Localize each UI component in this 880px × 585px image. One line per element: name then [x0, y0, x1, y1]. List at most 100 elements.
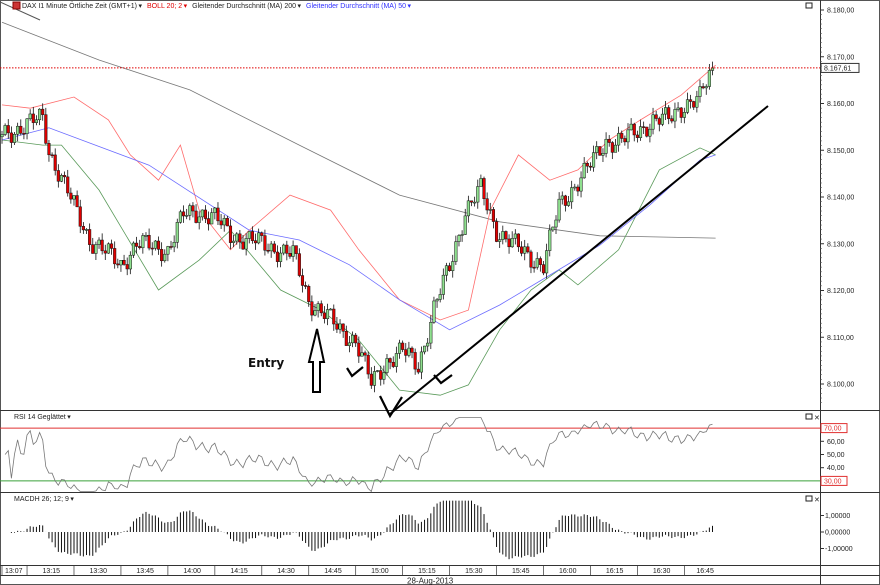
candle-up	[545, 250, 549, 274]
bottom-check-mark-left	[346, 366, 364, 378]
price-tick-label: 8.160,00	[827, 101, 854, 108]
candle-down	[520, 246, 524, 254]
bollinger-upper-band	[1, 64, 716, 321]
macd-dropdown-icon[interactable]: ▾	[70, 496, 74, 503]
candle-up	[554, 219, 558, 228]
ma200-label[interactable]: Gleitender Durchschnitt (MA) 200	[192, 3, 296, 10]
candle-up	[12, 133, 17, 143]
candle-up	[423, 345, 427, 353]
candle-down	[272, 243, 276, 253]
instrument-icon[interactable]	[12, 1, 21, 10]
candle-up	[372, 371, 377, 386]
macd-label[interactable]: MACDH 26; 12; 9	[14, 496, 69, 503]
time-label: 16:30	[653, 568, 671, 575]
candle-up	[106, 243, 110, 254]
candle-down	[469, 200, 474, 203]
macd-close-icon[interactable]: ✕	[814, 497, 820, 504]
candle-down	[642, 126, 646, 128]
candle-down	[391, 361, 395, 367]
candle-up	[460, 234, 464, 236]
maximize-panel-icon[interactable]	[805, 2, 813, 9]
candle-up	[34, 119, 38, 123]
candle-down	[150, 247, 154, 250]
candle-up	[394, 353, 398, 367]
candle-up	[338, 323, 342, 330]
bollinger-dropdown-icon[interactable]: ▾	[184, 3, 188, 10]
time-label: 16:15	[606, 568, 624, 575]
candle-up	[213, 207, 217, 213]
uptrend-line[interactable]	[389, 105, 769, 415]
candle-down	[253, 240, 258, 244]
candle-up	[166, 246, 170, 255]
rsi-line	[4, 417, 713, 493]
candle-down	[297, 253, 301, 276]
candle-down	[238, 233, 242, 243]
price-axis[interactable]: 8.180,00 8.170,00 8.160,00 8.150,00 8.140,00…	[820, 8, 854, 404]
candle-up	[94, 244, 98, 254]
candle-down	[354, 334, 358, 344]
candle-down	[125, 264, 129, 270]
candle-down	[494, 221, 499, 242]
candle-up	[397, 342, 402, 354]
candle-up	[501, 231, 505, 240]
candle-up	[316, 303, 320, 311]
candle-up	[97, 239, 101, 245]
candle-up	[601, 153, 605, 156]
candle-down	[532, 266, 536, 269]
macd-tick-label: 0,00000	[825, 530, 850, 537]
ma50-dropdown-icon[interactable]: ▾	[408, 3, 412, 10]
ma200-dropdown-icon[interactable]: ▾	[298, 3, 302, 10]
candle-down	[388, 358, 392, 363]
candle-down	[138, 246, 142, 249]
candle-down	[689, 99, 693, 102]
candle-down	[401, 342, 405, 350]
candle-down	[541, 264, 546, 274]
candle-down	[516, 233, 521, 248]
candle-up	[660, 113, 664, 125]
candle-up	[72, 195, 76, 200]
price-tick-label: 8.150,00	[827, 148, 854, 155]
candle-down	[654, 114, 658, 119]
candle-up	[347, 342, 351, 346]
candle-down	[632, 123, 636, 136]
candle-down	[91, 244, 95, 254]
candle-down	[491, 209, 495, 222]
candle-down	[341, 323, 345, 332]
instrument-label[interactable]: DAX I1 Minute Örtliche Zeit (GMT+1)	[22, 2, 137, 10]
candle-up	[351, 334, 355, 344]
bollinger-label[interactable]: BOLL 20; 2	[147, 3, 182, 10]
rsi-label[interactable]: RSI 14 Geglättet	[14, 414, 66, 421]
candle-down	[357, 342, 361, 357]
time-axis[interactable]: 13:07 13:15 13:30 13:45 14:00 14:15 14:30 14:45…	[1, 566, 714, 575]
instrument-dropdown-icon[interactable]: ▾	[138, 3, 142, 10]
candle-up	[38, 108, 42, 121]
candle-up	[59, 175, 64, 182]
candle-down	[63, 175, 67, 178]
time-label: 16:00	[559, 568, 577, 575]
rsi-maximize-icon[interactable]	[805, 413, 813, 420]
candle-up	[463, 215, 467, 235]
candle-down	[116, 263, 120, 266]
candle-up	[710, 67, 715, 71]
candle-up	[592, 152, 596, 168]
candle-down	[482, 178, 486, 199]
candle-down	[332, 308, 336, 325]
candle-down	[275, 251, 279, 262]
macd-maximize-icon[interactable]	[805, 495, 813, 502]
candle-down	[526, 246, 530, 253]
time-label: 14:15	[230, 568, 248, 575]
time-label: 15:15	[418, 568, 436, 575]
candle-up	[232, 240, 236, 243]
candle-down	[44, 114, 48, 144]
candle-down	[538, 258, 542, 265]
rsi-dropdown-icon[interactable]: ▾	[67, 414, 71, 421]
rsi-tick-label: 60,00	[827, 439, 845, 446]
candle-down	[9, 132, 13, 143]
candle-up	[451, 261, 455, 271]
candle-down	[657, 118, 661, 125]
price-tick-label: 8.120,00	[827, 288, 854, 295]
rsi-close-icon[interactable]: ✕	[814, 415, 820, 422]
ma50-label[interactable]: Gleitender Durchschnitt (MA) 50	[306, 3, 406, 10]
candle-down	[507, 238, 511, 248]
candle-up	[360, 352, 364, 357]
